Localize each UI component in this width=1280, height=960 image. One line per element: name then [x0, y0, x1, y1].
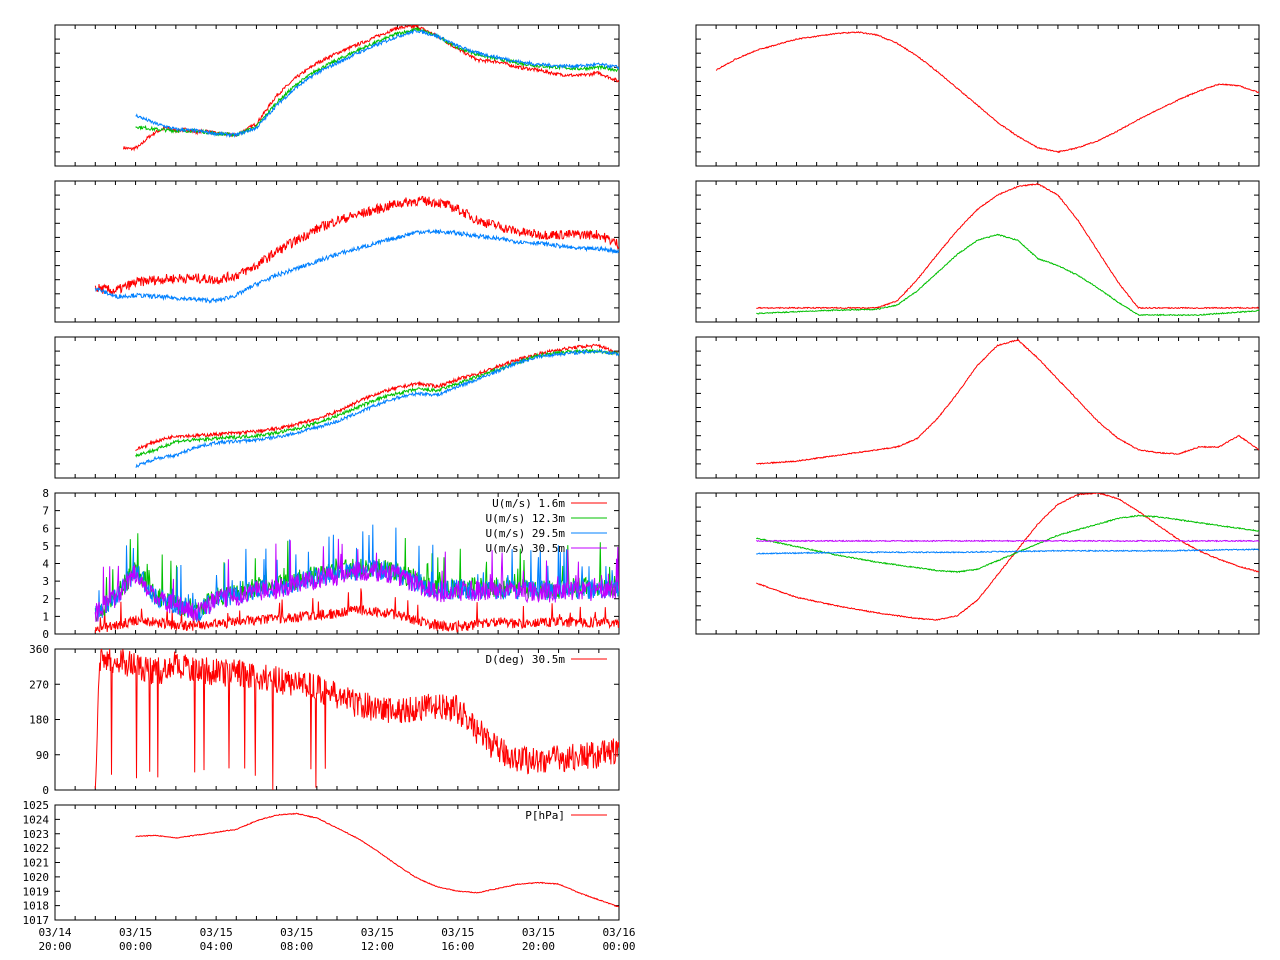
plot-frame — [695, 180, 1260, 323]
series-group — [756, 338, 1259, 465]
legend-label: U(m/s) 29.5m — [486, 527, 566, 540]
series-line-green — [135, 27, 619, 138]
time-tick-time: 12:00 — [361, 940, 394, 953]
series-line-blue — [135, 348, 619, 468]
y-tick-label: 1017 — [23, 914, 50, 927]
y-tick-label: 1022 — [23, 842, 50, 855]
series-line-red — [135, 812, 619, 908]
time-tick-time: 00:00 — [119, 940, 152, 953]
time-tick-time: 20:00 — [38, 940, 71, 953]
series-group — [94, 195, 619, 304]
series-group — [94, 524, 619, 634]
time-tick-time: 04:00 — [200, 940, 233, 953]
series-group — [123, 25, 619, 152]
series-line-red — [94, 649, 619, 790]
y-tick-label: 1 — [42, 610, 49, 623]
y-tick-label: 1019 — [23, 885, 50, 898]
y-tick-label: 360 — [29, 643, 49, 656]
chart-panel-left-wind-speed: 0 1 2 3 4 5 6 7 8 U(m/s) 1.6m U(m/s) 12.3m U(m/s) 2… — [42, 487, 620, 641]
series-group — [135, 812, 619, 908]
time-tick-date: 03/15 — [361, 926, 394, 939]
time-tick-time: 00:00 — [602, 940, 635, 953]
series-group — [756, 182, 1259, 317]
y-tick-label: 5 — [42, 540, 49, 553]
chart-panel-right-1 — [695, 24, 1260, 167]
series-line-green — [756, 233, 1259, 317]
chart-panel-right-2 — [695, 180, 1260, 323]
series-line-red — [715, 31, 1259, 154]
y-tick-label: 4 — [42, 558, 49, 571]
y-tick-label: 1018 — [23, 900, 50, 913]
time-tick-date: 03/15 — [119, 926, 152, 939]
plot-frame — [695, 24, 1260, 167]
y-tick-label: 270 — [29, 678, 49, 691]
time-tick-time: 16:00 — [441, 940, 474, 953]
series-line-blue — [94, 228, 619, 304]
series-line-red — [94, 195, 619, 296]
y-tick-label: 180 — [29, 714, 49, 727]
y-tick-label: 1025 — [23, 799, 50, 812]
series-line-red — [756, 182, 1259, 310]
time-tick-time: 20:00 — [522, 940, 555, 953]
y-tick-label: 1020 — [23, 871, 50, 884]
time-tick-date: 03/14 — [38, 926, 71, 939]
series-line-blue — [135, 29, 619, 139]
chart-panel-left-2 — [54, 180, 620, 323]
y-tick-label: 7 — [42, 505, 49, 518]
plot-frame — [695, 336, 1260, 479]
time-tick-date: 03/15 — [522, 926, 555, 939]
time-tick-time: 08:00 — [280, 940, 313, 953]
time-tick-date: 03/15 — [280, 926, 313, 939]
series-line-red — [756, 338, 1259, 465]
chart-panel-right-4 — [695, 492, 1260, 635]
series-line-purple — [94, 538, 619, 622]
plot-frame — [695, 492, 1260, 635]
y-tick-label: 0 — [42, 628, 49, 641]
series-group — [755, 493, 1259, 621]
y-tick-label: 8 — [42, 487, 49, 500]
time-tick-date: 03/16 — [602, 926, 635, 939]
legend-label: D(deg) 30.5m — [486, 653, 566, 666]
y-tick-label: 1024 — [23, 813, 50, 826]
plot-frame — [54, 804, 620, 921]
y-tick-label: 1021 — [23, 857, 50, 870]
y-tick-label: 3 — [42, 575, 49, 588]
series-line-red — [94, 588, 619, 634]
legend-label: U(m/s) 12.3m — [486, 512, 566, 525]
series-group — [94, 649, 619, 790]
series-line-blue — [755, 548, 1259, 555]
series-group — [715, 31, 1259, 154]
legend-label: P[hPa] — [525, 809, 565, 822]
y-tick-label: 90 — [36, 749, 49, 762]
series-line-purple — [755, 539, 1259, 543]
series-line-red — [756, 493, 1259, 621]
y-tick-label: 0 — [42, 784, 49, 797]
y-tick-label: 2 — [42, 593, 49, 606]
y-tick-label: 6 — [42, 522, 49, 535]
legend-label: U(m/s) 1.6m — [492, 497, 565, 510]
chart-panel-left-wind-direction: 0 90 180 270 360 D(deg) 30.5m — [29, 643, 620, 797]
y-tick-label: 1023 — [23, 828, 50, 841]
time-tick-date: 03/15 — [200, 926, 233, 939]
plot-frame — [54, 24, 620, 167]
legend-label: U(m/s) 30.5m — [486, 542, 566, 555]
chart-panel-left-3 — [54, 336, 620, 479]
series-group — [135, 343, 619, 468]
chart-panel-left-1 — [54, 24, 620, 167]
time-tick-date: 03/15 — [441, 926, 474, 939]
chart-panel-right-3 — [695, 336, 1260, 479]
series-line-green — [755, 514, 1259, 574]
plot-frame — [54, 180, 620, 323]
